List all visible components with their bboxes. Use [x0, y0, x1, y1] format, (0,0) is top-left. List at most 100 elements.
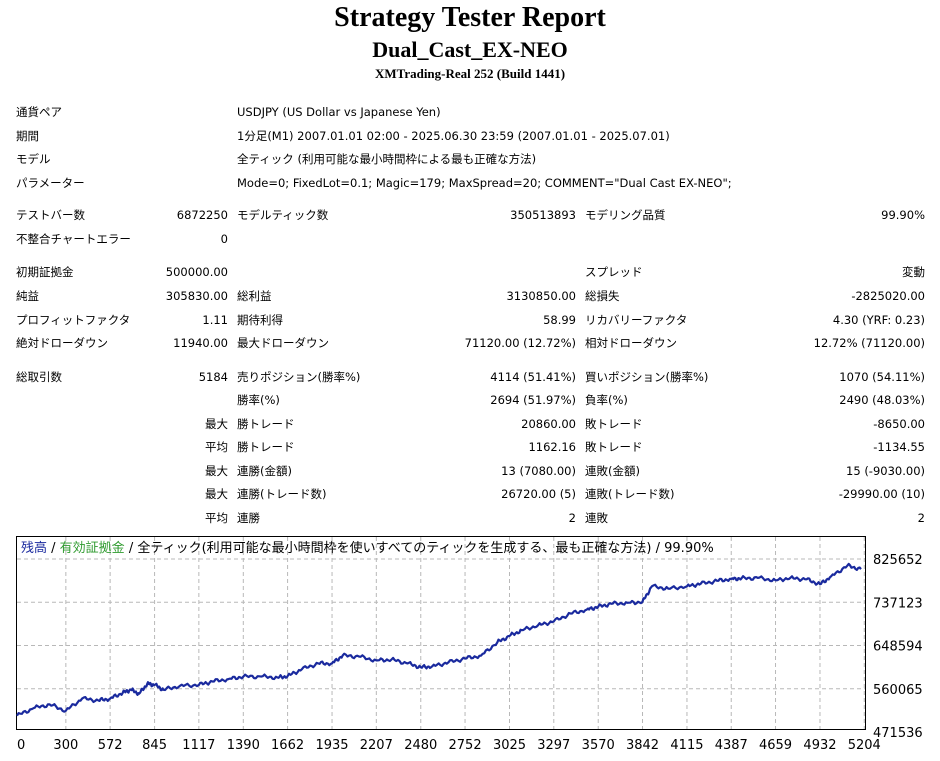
stat-value: 20860.00 [521, 417, 576, 431]
x-tick-label: 845 [142, 738, 167, 753]
stat-label: 売りポジション(勝率%) [237, 370, 361, 384]
stat-value: 1.11 [202, 313, 228, 327]
info-label-symbol: 通貨ペア [16, 105, 62, 119]
stat-value: 4.30 (YRF: 0.23) [832, 313, 925, 327]
x-tick-label: 2207 [360, 738, 393, 753]
stat-label: 初期証拠金 [16, 265, 74, 279]
x-tick-label: 1117 [182, 738, 215, 753]
stat-prefix: 最大 [205, 487, 228, 501]
stat-prefix: 最大 [205, 417, 228, 431]
stat-value: 99.90% [881, 208, 925, 222]
y-tick-label: 737123 [873, 596, 923, 611]
stat-label: 連敗(金額) [585, 464, 640, 478]
info-label-model: モデル [16, 152, 51, 166]
stat-value: 1070 (54.11%) [839, 370, 925, 384]
stat-value: 3130850.00 [506, 289, 576, 303]
x-tick-label: 1662 [271, 738, 304, 753]
balance-line [16, 562, 862, 717]
y-tick-label: 471536 [873, 726, 923, 741]
x-tick-label: 300 [53, 738, 78, 753]
x-tick-label: 1390 [227, 738, 260, 753]
x-tick-label: 3570 [582, 738, 615, 753]
stat-value: 変動 [902, 265, 925, 279]
stat-label: スプレッド [585, 265, 643, 279]
x-tick-label: 4115 [670, 738, 703, 753]
info-value-model: 全ティック (利用可能な最小時間枠による最も正確な方法) [237, 152, 537, 166]
x-tick-label: 0 [17, 738, 25, 753]
stat-label: モデルティック数 [237, 208, 329, 222]
stat-value: 0 [220, 232, 228, 246]
stat-value: -2825020.00 [851, 289, 925, 303]
info-value-symbol: USDJPY (US Dollar vs Japanese Yen) [237, 105, 441, 119]
x-tick-label: 4932 [803, 738, 836, 753]
grid [17, 537, 865, 729]
stat-label: 純益 [16, 289, 39, 303]
x-tick-label: 2752 [449, 738, 482, 753]
stat-prefix: 平均 [205, 511, 228, 525]
legend-separator: / [125, 541, 138, 556]
stat-value: 11940.00 [173, 336, 228, 350]
y-tick-label: 825652 [873, 553, 923, 568]
stat-label: 総損失 [585, 289, 620, 303]
balance-chart: 残高 / 有効証拠金 / 全ティック(利用可能な最小時間枠を使いすべてのティック… [16, 536, 923, 753]
stat-label: 最大ドローダウン [237, 336, 329, 350]
stat-label: 勝トレード [237, 417, 295, 431]
x-tick-label: 4387 [715, 738, 748, 753]
y-tick-label: 560065 [873, 683, 923, 698]
stat-label: リカバリーファクタ [585, 313, 688, 327]
stat-value: 350513893 [510, 208, 576, 222]
stat-value: 2490 (48.03%) [839, 393, 925, 407]
stat-value: 2694 (51.97%) [490, 393, 576, 407]
x-tick-label: 5204 [848, 738, 881, 753]
y-tick-label: 648594 [873, 640, 923, 655]
stat-label: 勝率(%) [237, 393, 280, 407]
legend-separator: / [47, 541, 60, 556]
stat-label: 連敗(トレード数) [585, 487, 675, 501]
x-axis-ticks: 0 300 572 845 1117 1390 1662 1935 2207 2480 2752 30… [17, 738, 881, 753]
x-tick-label: 2480 [404, 738, 437, 753]
x-tick-label: 3297 [537, 738, 570, 753]
plot-area [16, 536, 866, 730]
info-value-period: 1分足(M1) 2007.01.01 02:00 - 2025.06.30 23… [237, 129, 670, 143]
legend-balance: 残高 [21, 540, 47, 556]
stat-value: 1162.16 [528, 440, 576, 454]
stat-value: 305830.00 [165, 289, 228, 303]
stat-label: 相対ドローダウン [585, 336, 677, 350]
stat-prefix: 平均 [205, 440, 228, 454]
series-layer [16, 562, 862, 717]
stat-label: 負率(%) [585, 393, 628, 407]
stat-label: 買いポジション(勝率%) [585, 370, 709, 384]
x-tick-label: 572 [98, 738, 123, 753]
stat-label: 連敗 [585, 511, 608, 525]
stat-value: 15 (-9030.00) [846, 464, 925, 478]
x-tick-label: 1935 [315, 738, 348, 753]
stat-label: 敗トレード [585, 440, 643, 454]
stat-value: 2 [568, 511, 576, 525]
stat-label: 期待利得 [237, 313, 283, 327]
stat-value: 13 (7080.00) [501, 464, 576, 478]
stat-label: 絶対ドローダウン [16, 336, 108, 350]
stat-value: 5184 [198, 370, 228, 384]
stat-value: -29990.00 (10) [838, 487, 925, 501]
report-table: 通貨ペア USDJPY (US Dollar vs Japanese Yen) … [16, 105, 925, 525]
info-label-parameters: パラメーター [16, 176, 85, 190]
stat-value: 2 [917, 511, 925, 525]
stat-value: -1134.55 [873, 440, 925, 454]
x-tick-label: 3025 [493, 738, 526, 753]
info-value-parameters: Mode=0; FixedLot=0.1; Magic=179; MaxSpre… [237, 176, 732, 190]
stat-label: 総取引数 [16, 370, 62, 384]
report-server: XMTrading-Real 252 (Build 1441) [374, 66, 566, 81]
stat-value: 4114 (51.41%) [490, 370, 576, 384]
legend-equity: 有効証拠金 [60, 540, 125, 556]
stat-label: 総利益 [237, 289, 272, 303]
stat-value: 500000.00 [165, 265, 228, 279]
stat-prefix: 最大 [205, 464, 228, 478]
stat-label: 連勝 [237, 511, 260, 525]
stat-label: 勝トレード [237, 440, 295, 454]
x-tick-label: 3842 [626, 738, 659, 753]
stat-label: 連勝(トレード数) [237, 487, 327, 501]
stat-value: 12.72% (71120.00) [813, 336, 925, 350]
stat-value: 58.99 [543, 313, 576, 327]
chart-legend: 残高 / 有効証拠金 / 全ティック(利用可能な最小時間枠を使いすべてのティック… [21, 540, 714, 556]
stat-value: -8650.00 [873, 417, 925, 431]
